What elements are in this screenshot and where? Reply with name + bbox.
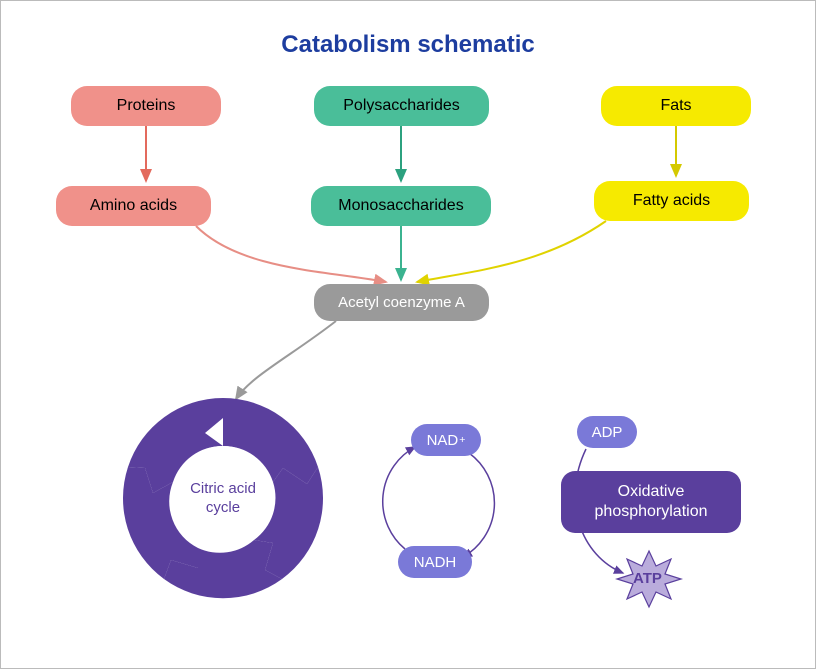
atp-label: ATP (633, 570, 662, 587)
label: ADP (592, 424, 623, 441)
label: NADH (414, 554, 457, 571)
label: Polysaccharides (343, 97, 460, 115)
nad-cycle-left (383, 447, 415, 549)
node-amino-acids: Amino acids (56, 186, 211, 226)
superscript: + (459, 434, 465, 446)
node-proteins: Proteins (71, 86, 221, 126)
label: ATP (633, 570, 662, 587)
node-adp: ADP (577, 416, 637, 448)
label: Monosaccharides (338, 197, 463, 215)
diagram-canvas: Catabolism schematic (0, 0, 816, 669)
node-acetyl-coa: Acetyl coenzyme A (314, 284, 489, 321)
edge-amino-acetyl (196, 226, 386, 282)
label: NAD (427, 432, 459, 449)
label: Fatty acids (633, 192, 710, 210)
node-fatty-acids: Fatty acids (594, 181, 749, 221)
label: Acetyl coenzyme A (338, 294, 465, 311)
label: Citric acid cycle (190, 480, 256, 516)
node-oxidative-phosphorylation: Oxidative phosphorylation (561, 471, 741, 533)
node-monosaccharides: Monosaccharides (311, 186, 491, 226)
label: Fats (660, 97, 691, 115)
edge-acetyl-citric (236, 321, 336, 399)
node-polysaccharides: Polysaccharides (314, 86, 489, 126)
node-nadh: NADH (398, 546, 472, 578)
node-nad-plus: NAD+ (411, 424, 481, 456)
edge-fatty-acetyl (417, 221, 606, 282)
nad-cycle-right (463, 453, 494, 557)
label: Oxidative phosphorylation (595, 482, 708, 522)
node-fats: Fats (601, 86, 751, 126)
citric-label: Citric acid cycle (168, 480, 278, 518)
label: Proteins (117, 97, 176, 115)
label: Amino acids (90, 197, 177, 215)
